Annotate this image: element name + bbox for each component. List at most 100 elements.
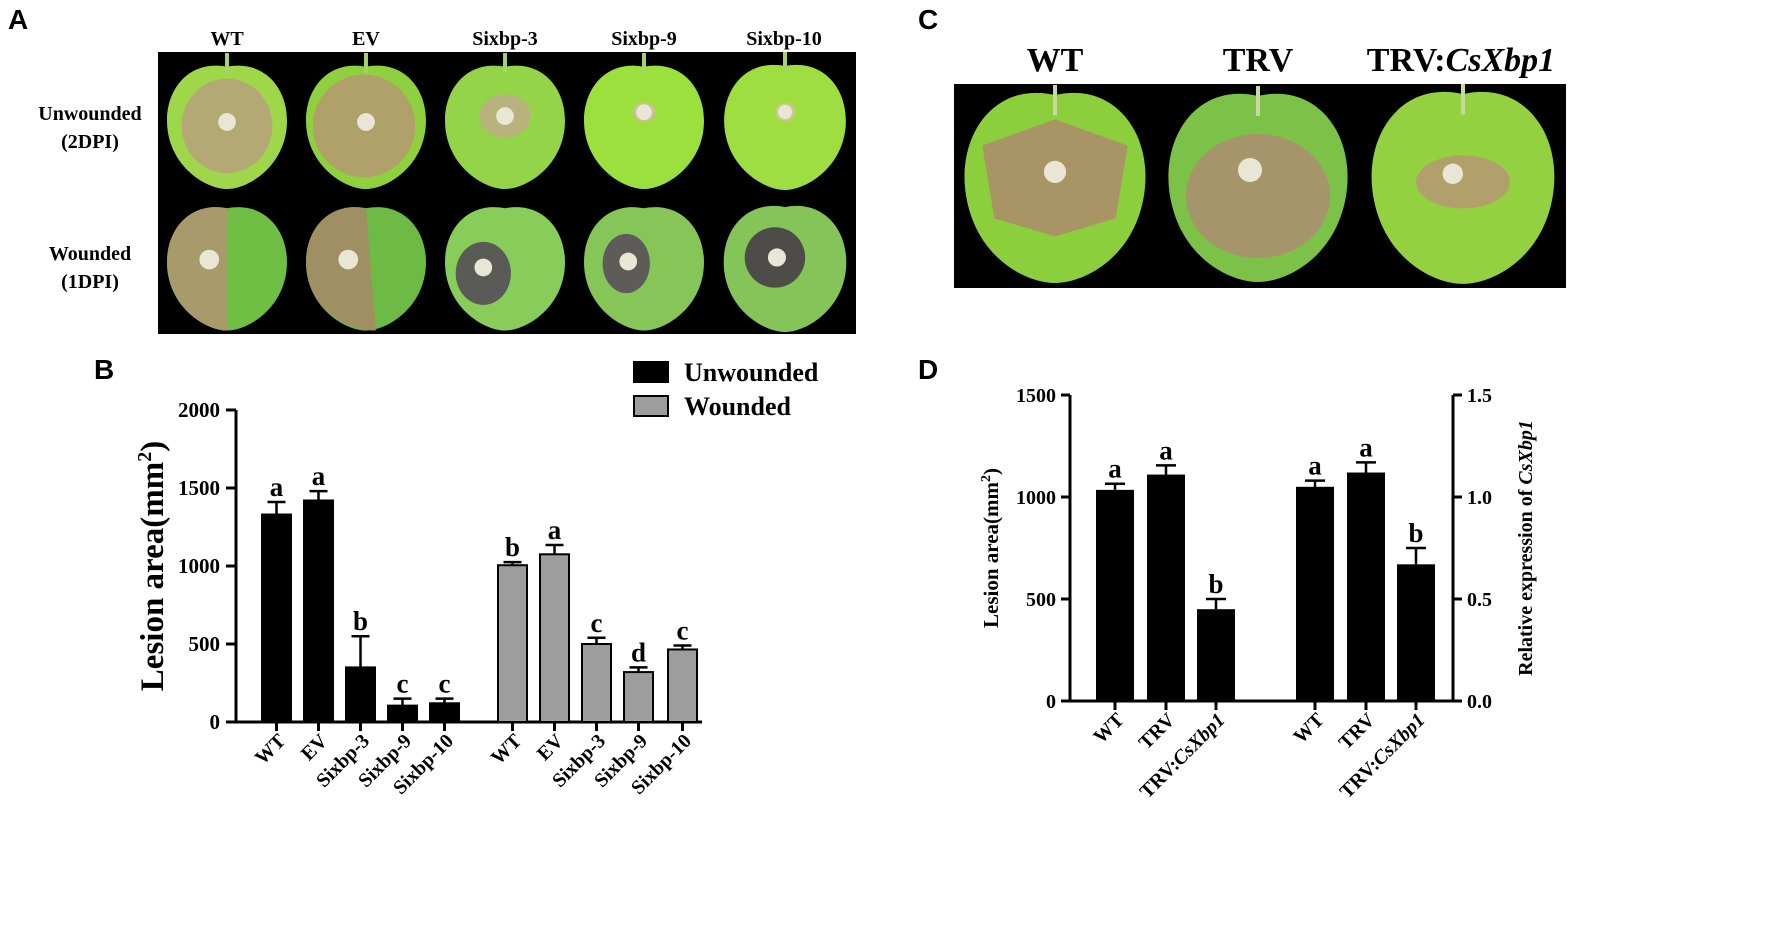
panel-c-col-label: TRV xyxy=(1157,42,1359,80)
x-tick-label: TRV xyxy=(1135,709,1180,754)
leaf-photo xyxy=(954,84,1156,288)
x-tick-label: WT xyxy=(1289,709,1329,749)
right-y-tick-label: 1.5 xyxy=(1467,385,1492,407)
bar xyxy=(387,704,418,723)
significance-letter: c xyxy=(397,669,409,699)
y-axis-label-close: ) xyxy=(979,468,1003,475)
significance-letter: a xyxy=(1308,451,1322,481)
x-tick-label: WT xyxy=(487,730,527,770)
significance-letter: b xyxy=(353,606,368,636)
significance-letter: c xyxy=(591,608,603,638)
significance-letter: a xyxy=(270,472,284,502)
significance-letter: c xyxy=(677,616,689,646)
bar xyxy=(581,643,612,723)
y-tick-label: 1500 xyxy=(178,476,220,500)
legend-label: Wounded xyxy=(684,392,791,421)
leaf-photo xyxy=(436,52,574,192)
row-label-line: (2DPI) xyxy=(61,131,119,153)
row-label-line: Unwounded xyxy=(38,103,142,125)
panel-a-col-label: WT xyxy=(210,28,244,50)
label-main: TRV xyxy=(1222,42,1294,79)
significance-letter: a xyxy=(1359,432,1373,462)
significance-letter: a xyxy=(1159,435,1173,465)
left-y-tick-label: 500 xyxy=(1026,589,1056,611)
right-y-tick-label: 0.5 xyxy=(1467,589,1492,611)
panel-c-leaf-photo-grid xyxy=(954,84,1566,288)
bar xyxy=(1096,489,1134,701)
bar xyxy=(345,666,376,723)
x-tick-label-italic: CsXbp1 xyxy=(1368,709,1429,770)
y-tick-label: 500 xyxy=(189,632,221,656)
leaf-photo xyxy=(714,52,856,192)
bar xyxy=(623,671,654,723)
y-axis-label-close: ) xyxy=(135,441,171,452)
significance-letter: a xyxy=(548,515,562,545)
significance-letter: b xyxy=(1208,569,1223,599)
bar xyxy=(261,513,292,723)
leaf-photo xyxy=(714,193,856,334)
row-label-line: Wounded xyxy=(48,243,132,265)
significance-letter: c xyxy=(439,669,451,699)
left-y-tick-label: 1000 xyxy=(1016,487,1056,509)
bar xyxy=(429,702,460,723)
leaf-photo xyxy=(1360,84,1566,288)
panel-a-leaf-photo-grid xyxy=(158,52,856,334)
panel-c-letter: C xyxy=(918,4,939,35)
y-tick-label: 2000 xyxy=(178,398,220,422)
y-axis-label-superscript: 2 xyxy=(134,452,156,462)
leaf-photo xyxy=(436,193,574,334)
significance-letter: a xyxy=(312,461,326,491)
right-y-axis-label: Relative expression of CsXbp1 xyxy=(1515,420,1537,676)
panel-c-col-label: WT xyxy=(954,42,1156,80)
leaf-photo xyxy=(575,52,713,192)
bar xyxy=(1296,486,1334,701)
panel-a-letter: A xyxy=(8,4,29,35)
panel-a-row-label-2: Wounded (1DPI) xyxy=(20,240,160,296)
legend-swatch xyxy=(633,361,669,383)
leaf-photo xyxy=(1158,84,1358,288)
bar xyxy=(497,564,528,723)
significance-letter: d xyxy=(631,637,646,667)
left-y-tick-label: 0 xyxy=(1046,691,1056,713)
significance-letter: a xyxy=(1108,454,1122,484)
left-y-axis-label: Lesion area(mm2) xyxy=(979,468,1003,628)
y-axis-label-superscript: 2 xyxy=(979,475,994,482)
significance-letter: b xyxy=(1408,518,1423,548)
legend-label: Unwounded xyxy=(684,358,819,387)
bar xyxy=(667,648,698,723)
x-tick-label: WT xyxy=(251,730,291,770)
x-tick-label: EV xyxy=(297,730,333,766)
bar xyxy=(303,499,334,723)
bar xyxy=(539,553,570,723)
panel-a-col-label: Sixbp-3 xyxy=(472,28,538,50)
y-tick-label: 1000 xyxy=(178,554,220,578)
leaf-photo xyxy=(158,193,296,334)
leaf-photo xyxy=(575,193,713,334)
x-tick-label: TRV xyxy=(1335,709,1380,754)
panel-c-col-label: TRV:CsXbp1 xyxy=(1356,42,1566,80)
right-y-axis-label-gene: CsXbp1 xyxy=(1515,420,1537,484)
panel-a-col-label: Sixbp-9 xyxy=(611,28,677,50)
panel-a-col-label: Sixbp-10 xyxy=(746,28,822,50)
x-tick-label: EV xyxy=(533,730,569,766)
label-main: TRV: xyxy=(1366,42,1446,79)
leaf-photo xyxy=(297,52,435,192)
bar xyxy=(1197,609,1235,701)
right-y-tick-label: 0.0 xyxy=(1467,691,1492,713)
leaf-photo xyxy=(158,52,296,192)
row-label-line: (1DPI) xyxy=(61,271,119,293)
left-y-tick-label: 1500 xyxy=(1016,385,1056,407)
panel-d-letter: D xyxy=(918,354,939,385)
panel-a-row-label-1: Unwounded (2DPI) xyxy=(20,100,160,156)
bar xyxy=(1397,564,1435,701)
bar xyxy=(1147,474,1185,701)
y-tick-label: 0 xyxy=(210,710,221,734)
x-tick-label-italic: CsXbp1 xyxy=(1168,709,1229,770)
legend-swatch xyxy=(633,395,669,417)
y-axis-label: Lesion area(mm2) xyxy=(134,441,171,691)
panel-a-col-label: EV xyxy=(352,28,380,50)
leaf-photo xyxy=(297,193,435,334)
right-y-tick-label: 1.0 xyxy=(1467,487,1492,509)
bar xyxy=(1347,472,1385,701)
